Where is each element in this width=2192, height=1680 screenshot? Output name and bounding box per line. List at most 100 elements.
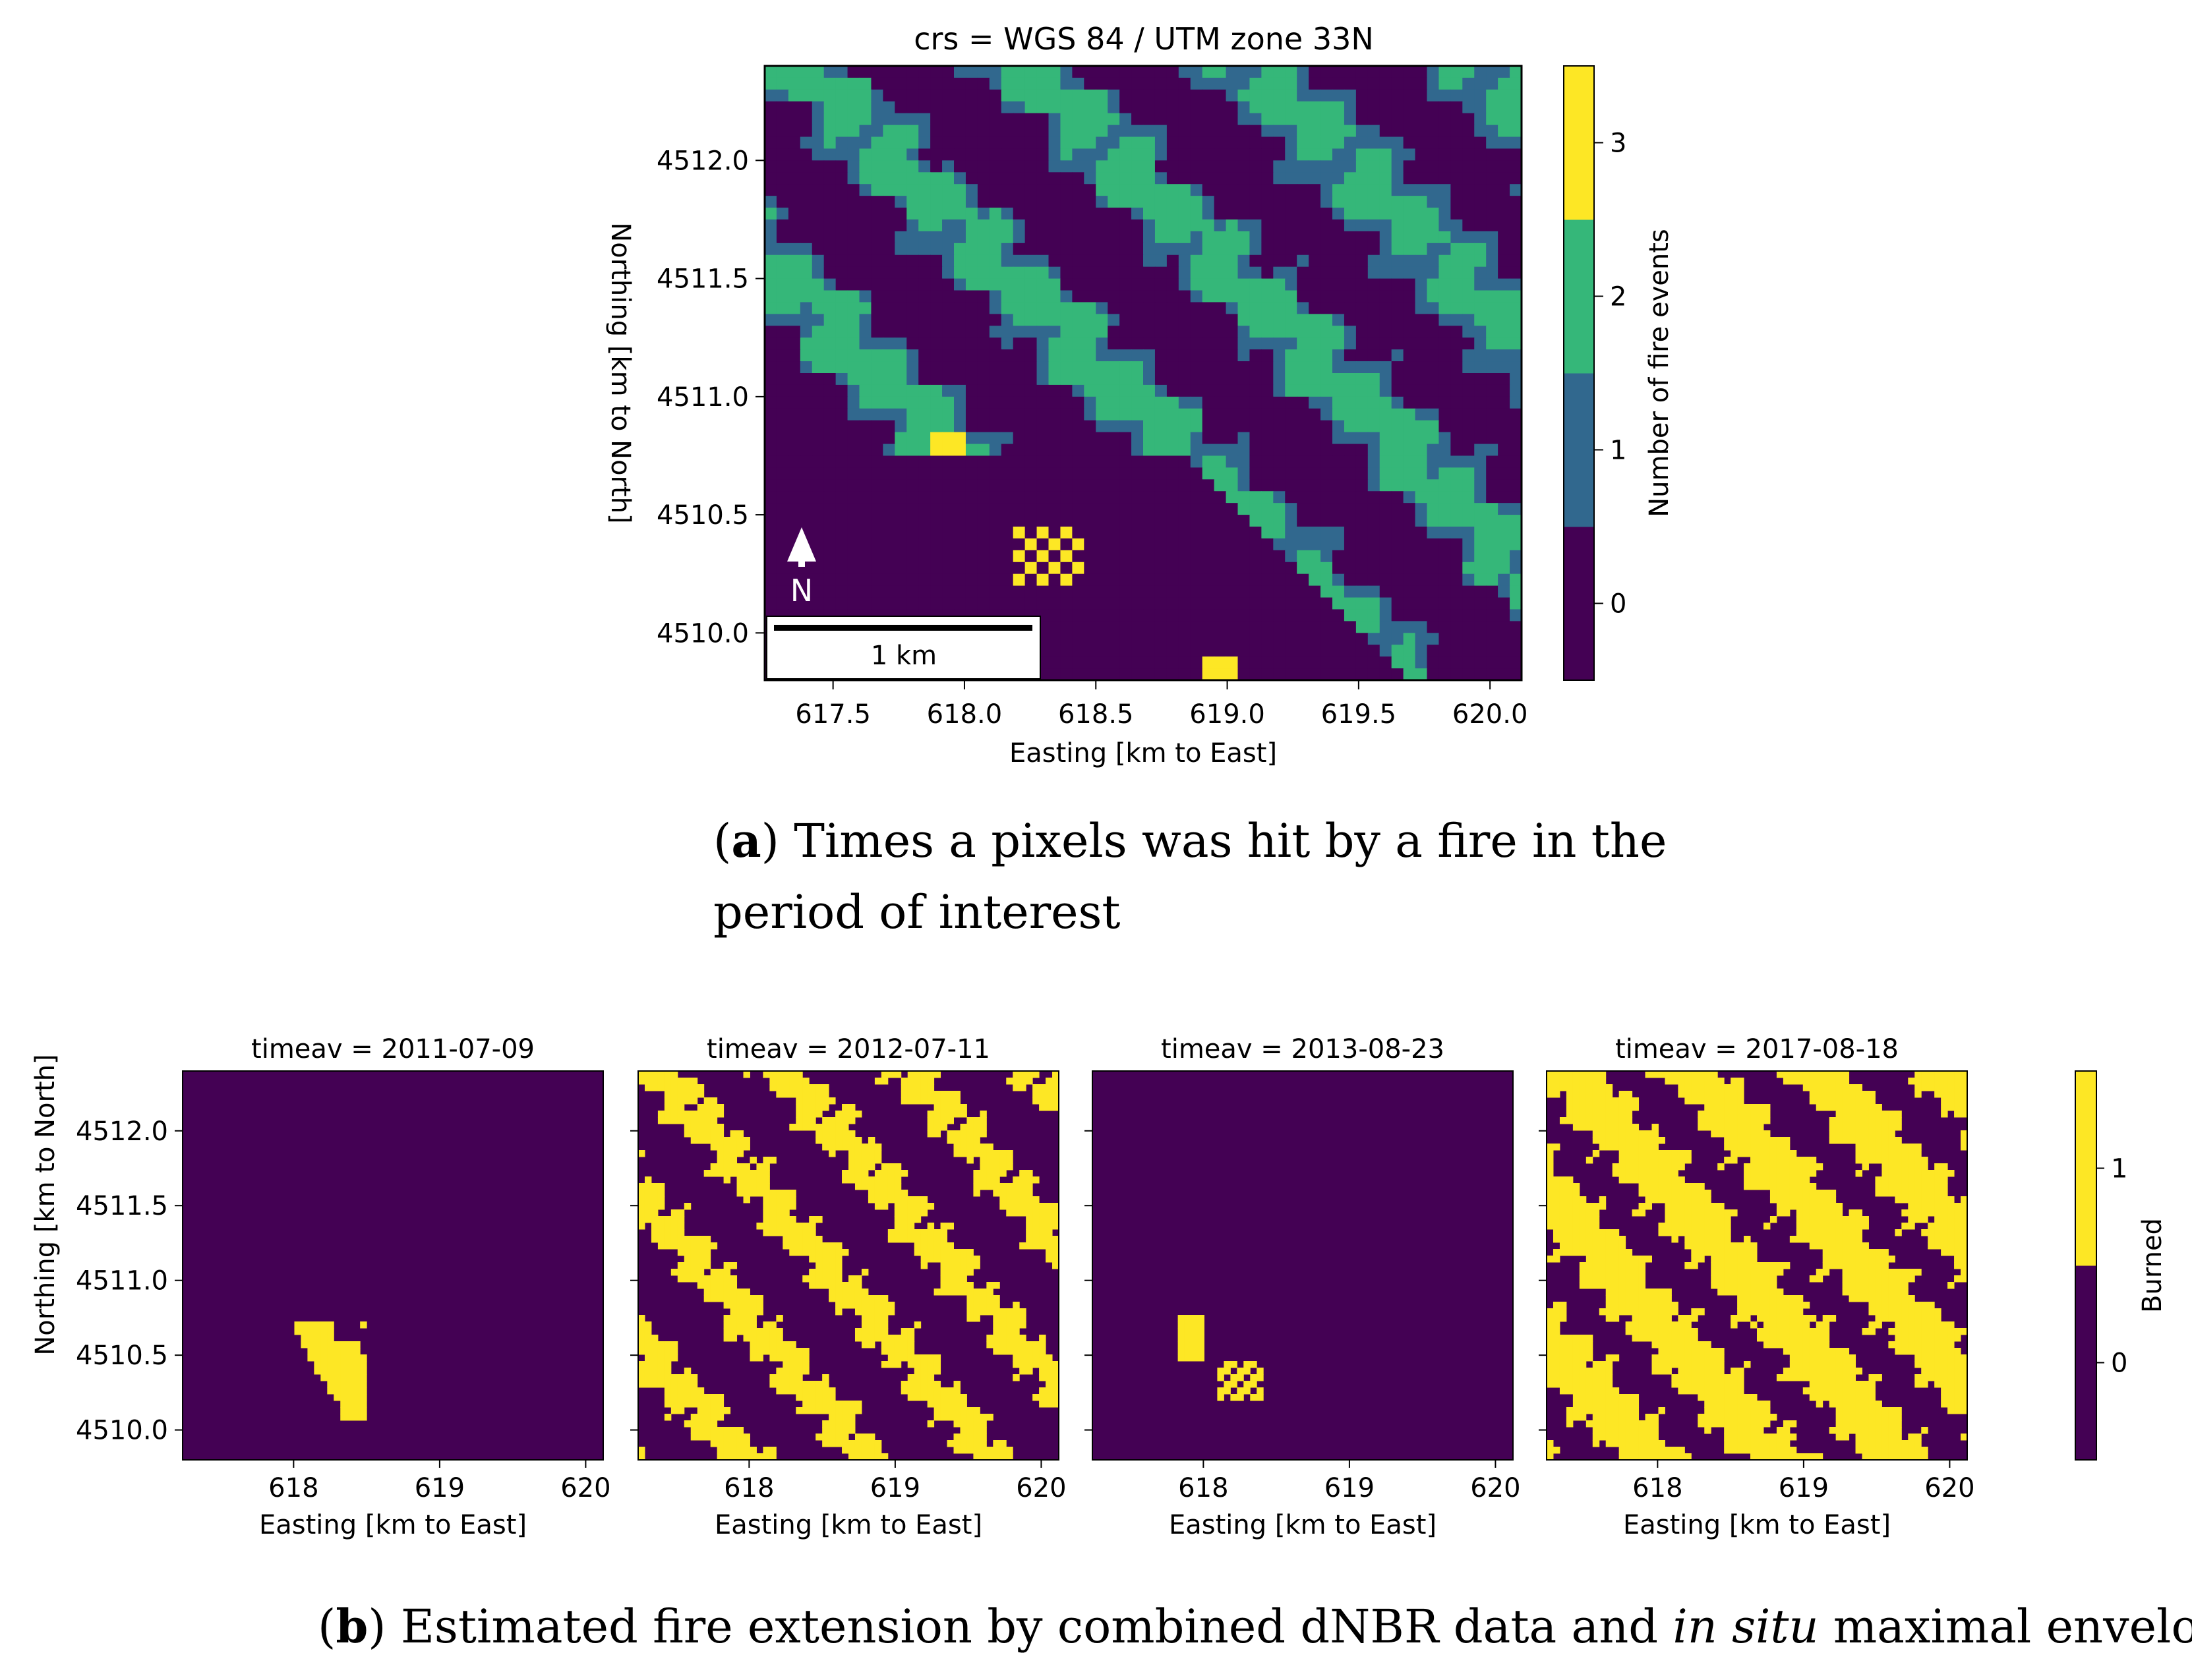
panel-a-cell [1450,656,1463,669]
panel-a-cell [1237,515,1251,527]
panel-a-cell [1474,196,1487,208]
panel-a-cell [1202,373,1215,386]
panel-a-cell [1024,573,1038,587]
panel-b-burned-cell [723,1321,731,1329]
panel-b-burned-cell [993,1176,1000,1184]
panel-b-burned-cell [353,1387,361,1395]
panel-a-cell [1462,361,1475,374]
panel-a-cell [823,538,837,551]
panel-a-cell [977,219,990,232]
panel-a-cell [788,136,801,150]
panel-b-burned-cell [1013,1196,1020,1203]
panel-a-cell [835,196,848,208]
panel-a-cell [1309,656,1321,669]
panel-b-burned-cell [769,1453,777,1461]
panel-b-burned-cell [802,1236,810,1243]
panel-a-cell [788,420,801,433]
panel-a-cell [1297,361,1309,374]
panel-a-cell [1096,396,1108,409]
panel-b-burned-cell [670,1078,678,1085]
panel-a-cell [1309,113,1321,126]
panel-b-burned-cell [966,1117,974,1124]
panel-a-cell [800,231,813,244]
panel-a-cell [1261,467,1274,480]
panel-b-burned-cell [835,1269,843,1276]
panel-a-cell [918,148,931,161]
panel-a-cell [765,66,777,78]
panel-a-cell [1309,208,1321,220]
panel-a-cell [1391,562,1404,575]
panel-a-cell [1332,645,1345,657]
panel-b-burned-cell [690,1414,698,1421]
panel-a-cell [1154,302,1168,314]
panel-a-cell [1344,243,1357,256]
panel-a-cell [1060,396,1073,409]
panel-a-cell [883,136,895,150]
panel-a-cell [1355,668,1369,681]
panel-b-burned-cell [842,1170,849,1177]
panel-a-cell [1166,278,1179,291]
panel-b-burned-cell [1039,1401,1046,1408]
panel-a-cell [1108,585,1120,598]
panel-a-cell [1084,136,1096,150]
panel-a-cell [1178,278,1191,291]
panel-b-burned-cell [1829,1071,1837,1078]
panel-a-cell [1438,573,1451,587]
panel-a-cell [1474,89,1487,102]
panel-a-cell [1166,290,1179,303]
panel-b-burned-cell [973,1302,980,1309]
panel-a-cell [812,384,825,397]
panel-a-cell [1119,597,1132,610]
panel-a-cell [776,515,789,527]
panel-a-cell [1131,503,1144,515]
panel-b-burned-cell [829,1427,836,1434]
panel-b-burned-cell [822,1282,829,1289]
panel-b-burned-cell [670,1401,678,1408]
panel-a-cell [1119,503,1132,515]
panel-a-cell [1249,645,1262,657]
panel-a-cell [1060,573,1073,587]
panel-b-burned-cell [703,1104,711,1111]
panel-a-cell [871,66,883,78]
panel-b-burned-cell [1013,1203,1020,1210]
panel-a-cell [859,597,872,610]
panel-a-cell [1202,231,1215,244]
panel-a-cell [1001,515,1014,527]
panel-b-burned-cell [953,1434,961,1441]
panel-a-cell [1486,160,1498,173]
panel-b-burned-cell [743,1176,750,1184]
panel-b-burned-cell [999,1196,1007,1203]
north-arrow-label: N [790,573,813,608]
panel-a-cell [1403,562,1416,575]
panel-b-burned-cell [651,1203,659,1210]
panel-a-cell [1013,455,1026,468]
panel-a-cell [1427,66,1440,78]
panel-a-cell [1084,337,1096,350]
panel-a-cell [965,467,978,480]
panel-a-cell [1143,597,1156,610]
panel-b-burned-cell [730,1289,738,1296]
panel-a-cell [1261,562,1274,575]
panel-a-cell [1178,479,1191,492]
panel-a-cell [1450,562,1463,575]
panel-a-cell [1261,337,1274,350]
panel-a-cell [1261,148,1274,161]
panel-a-cell [1285,302,1297,314]
panel-a-cell [1261,656,1274,669]
panel-a-cell [1143,373,1156,386]
panel-b-burned-cell [966,1144,974,1151]
panel-a-cell [1261,219,1274,232]
panel-a-cell [1024,562,1038,575]
panel-b-burned-cell [769,1078,777,1085]
panel-b-burned-cell [986,1295,993,1302]
panel-a-cell [1166,196,1179,208]
panel-a-cell [1060,349,1073,362]
panel-a-cell [1072,136,1084,150]
panel-a-cell [1285,384,1297,397]
panel-a-cell [883,184,895,196]
panel-a-cell [930,326,943,338]
panel-b-burned-cell [947,1387,954,1395]
panel-a-cell [1178,396,1191,409]
panel-a-cell [1438,609,1451,622]
panel-a-cell [1486,219,1498,232]
